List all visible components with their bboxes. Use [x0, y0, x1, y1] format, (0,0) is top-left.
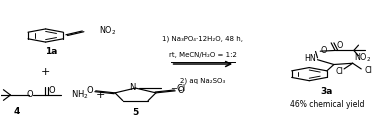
Text: O: O — [178, 86, 185, 95]
Text: 5: 5 — [132, 108, 139, 117]
Text: 2) aq Na₂SO₃: 2) aq Na₂SO₃ — [180, 77, 225, 84]
Text: 4: 4 — [13, 107, 20, 116]
Text: 3a: 3a — [321, 87, 333, 96]
Text: O: O — [337, 41, 343, 50]
Text: NH$_2$: NH$_2$ — [71, 89, 89, 101]
Text: O: O — [49, 86, 56, 95]
Text: N: N — [129, 83, 136, 92]
Text: O: O — [321, 46, 327, 55]
Text: 46% chemical yield: 46% chemical yield — [290, 100, 364, 109]
Text: HN: HN — [304, 54, 316, 63]
Text: −Cl: −Cl — [171, 84, 186, 93]
Text: O: O — [87, 86, 93, 95]
Text: +: + — [96, 90, 105, 100]
Text: +: + — [41, 67, 50, 77]
Text: NO$_2$: NO$_2$ — [99, 24, 116, 37]
Text: Cl: Cl — [335, 67, 343, 76]
Text: rt, MeCN/H₂O = 1:2: rt, MeCN/H₂O = 1:2 — [169, 52, 237, 58]
Text: O: O — [26, 90, 33, 99]
Text: Cl: Cl — [364, 66, 372, 75]
Text: 1) Na₃PO₄·12H₂O, 48 h,: 1) Na₃PO₄·12H₂O, 48 h, — [162, 35, 243, 42]
Text: NO$_2$: NO$_2$ — [354, 51, 371, 64]
Text: 1a: 1a — [45, 47, 58, 56]
